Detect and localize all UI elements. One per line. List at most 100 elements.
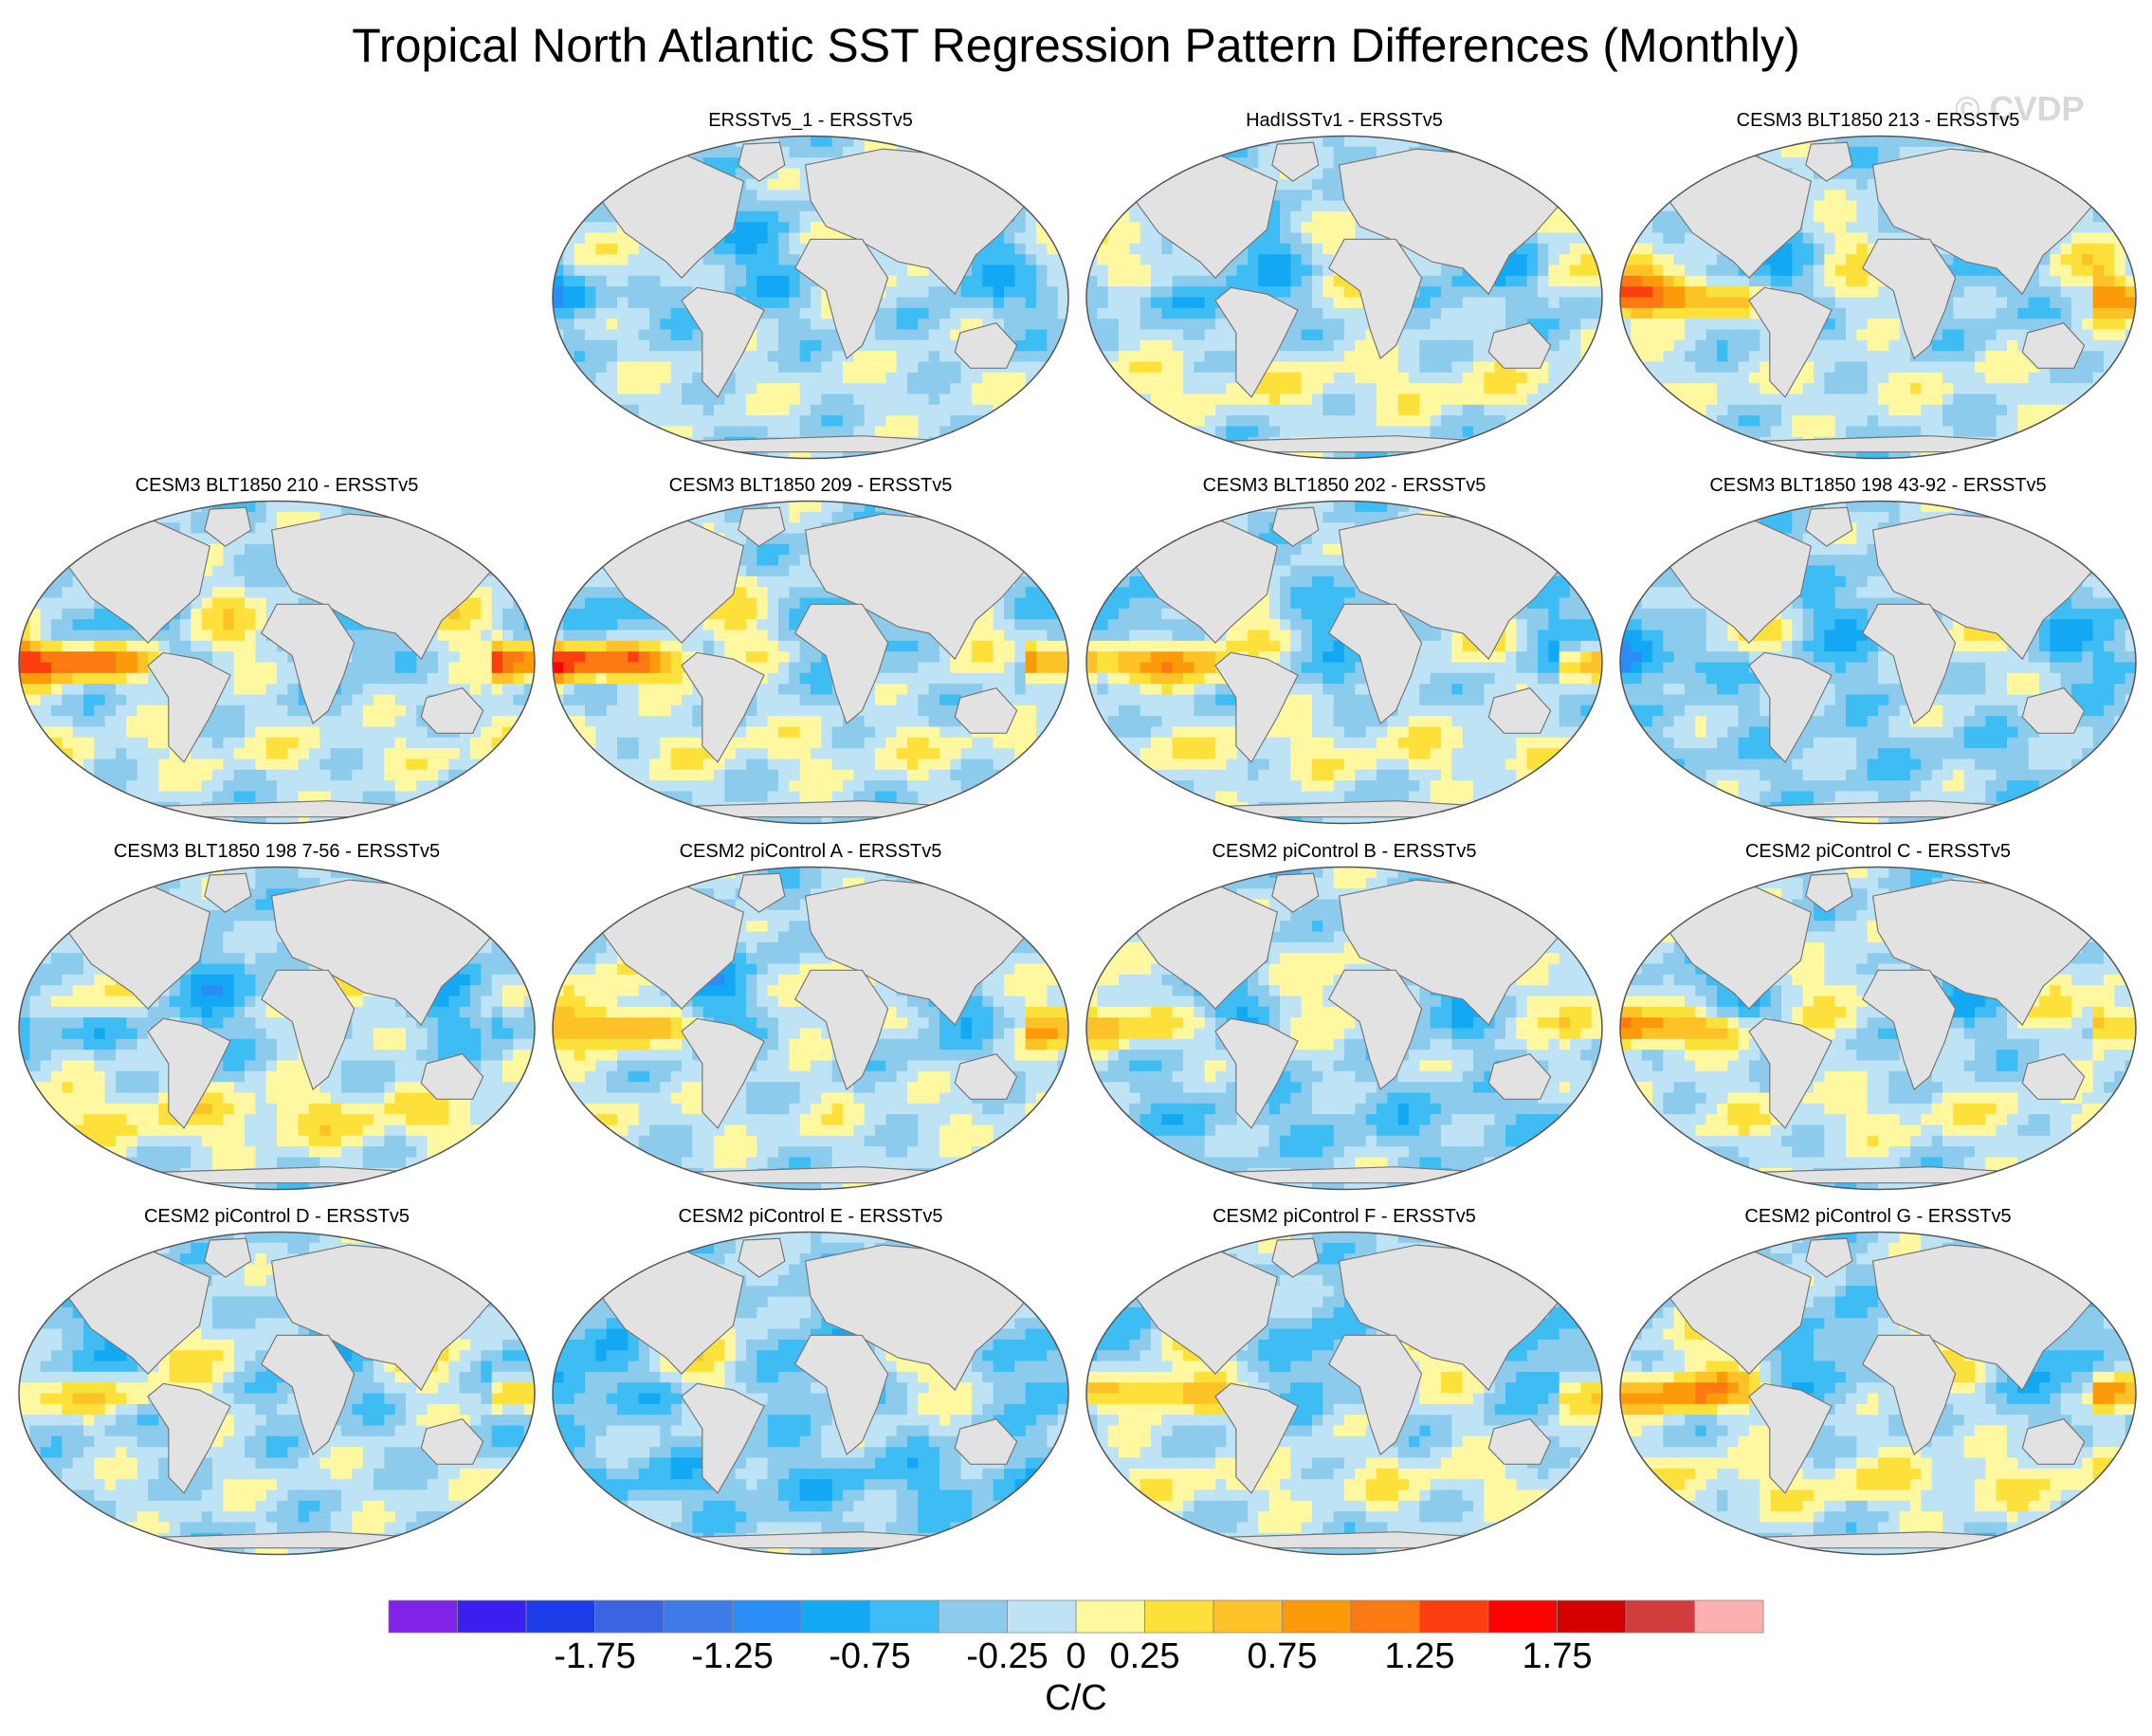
sst-cell <box>778 146 790 158</box>
sst-cell <box>2114 210 2126 223</box>
sst-cell <box>1004 319 1015 331</box>
sst-cell <box>714 393 725 406</box>
sst-cell <box>1119 415 1130 428</box>
sst-cell <box>638 393 650 406</box>
sst-cell <box>1025 351 1037 363</box>
sst-cell <box>628 157 640 170</box>
sst-cell <box>502 522 514 535</box>
sst-cell <box>1856 383 1869 395</box>
sst-cell <box>2114 222 2126 234</box>
sst-cell <box>2060 426 2072 438</box>
sst-cell <box>1097 372 1109 384</box>
land-mass <box>738 141 786 182</box>
sst-cell <box>939 415 951 428</box>
sst-cell <box>724 157 737 170</box>
sst-cell <box>767 222 779 234</box>
sst-cell <box>649 448 661 459</box>
sst-cell <box>1236 275 1249 287</box>
sst-cell <box>72 533 84 545</box>
sst-cell <box>1473 136 1485 148</box>
sst-cell <box>19 501 30 513</box>
sst-cell <box>1322 243 1335 255</box>
sst-cell <box>1194 351 1206 363</box>
sst-cell <box>595 286 608 299</box>
sst-cell <box>1727 351 1740 363</box>
sst-cell <box>1036 351 1048 363</box>
sst-cell <box>513 630 525 642</box>
sst-cell <box>757 383 769 395</box>
sst-cell <box>746 210 757 223</box>
sst-cell <box>1036 361 1048 374</box>
sst-cell <box>1985 136 1997 148</box>
sst-cell <box>950 307 962 320</box>
sst-cell <box>19 565 30 577</box>
sst-cell <box>799 319 812 331</box>
sst-cell <box>595 157 608 170</box>
sst-cell <box>746 232 757 245</box>
sst-cell <box>1036 286 1048 299</box>
sst-cell <box>638 372 650 384</box>
sst-cell <box>1953 339 1965 352</box>
sst-cell <box>2039 254 2051 266</box>
sst-cell <box>1451 351 1464 363</box>
sst-cell <box>2007 319 2018 331</box>
sst-cell <box>907 351 919 363</box>
sst-cell <box>1749 404 1760 416</box>
sst-cell <box>789 426 801 438</box>
sst-cell <box>201 533 213 545</box>
sst-cell <box>1387 351 1399 363</box>
sst-cell <box>255 630 267 642</box>
sst-cell <box>29 630 42 642</box>
sst-cell <box>1194 361 1206 374</box>
sst-cell <box>1695 436 1707 448</box>
sst-cell <box>1548 254 1560 266</box>
sst-cell <box>595 254 608 266</box>
sst-cell <box>1749 307 1760 320</box>
sst-cell <box>1570 265 1581 277</box>
sst-cell <box>1867 393 1879 406</box>
sst-cell <box>875 404 886 416</box>
sst-cell <box>1641 178 1653 191</box>
sst-cell <box>1025 136 1037 148</box>
sst-cell <box>1878 372 1889 384</box>
sst-cell <box>1462 136 1474 148</box>
sst-cell <box>2039 265 2051 277</box>
sst-cell <box>638 275 650 287</box>
sst-cell <box>19 587 30 599</box>
sst-cell <box>628 243 640 255</box>
sst-cell <box>1494 275 1506 287</box>
sst-cell <box>1641 168 1653 180</box>
sst-cell <box>470 543 482 556</box>
sst-cell <box>1631 307 1643 320</box>
sst-cell <box>831 329 844 341</box>
sst-cell <box>29 587 42 599</box>
sst-cell <box>1312 339 1323 352</box>
sst-cell <box>1652 200 1664 212</box>
sst-cell <box>1355 351 1367 363</box>
panel-title: HadISSTv1 - ERSSTv5 <box>1077 109 1612 132</box>
sst-cell <box>918 448 930 459</box>
sst-cell <box>2082 393 2094 406</box>
sst-cell <box>885 329 898 341</box>
sst-cell <box>1494 404 1506 416</box>
sst-cell <box>2007 146 2018 158</box>
sst-cell <box>1441 383 1452 395</box>
sst-cell <box>40 630 52 642</box>
sst-cell <box>1824 448 1836 459</box>
sst-cell <box>1161 404 1174 416</box>
sst-cell <box>104 630 117 642</box>
sst-cell <box>1258 146 1270 158</box>
sst-cell <box>1749 426 1760 438</box>
sst-cell <box>1824 222 1836 234</box>
sst-cell <box>1641 393 1653 406</box>
sst-cell <box>1953 329 1965 341</box>
sst-cell <box>1301 168 1313 180</box>
sst-cell <box>2082 146 2094 158</box>
sst-cell <box>799 351 812 363</box>
sst-cell <box>1953 372 1965 384</box>
sst-cell <box>1025 178 1037 191</box>
sst-cell <box>1441 307 1452 320</box>
sst-cell <box>864 243 876 255</box>
sst-cell <box>1975 319 1986 331</box>
sst-cell <box>1004 275 1015 287</box>
